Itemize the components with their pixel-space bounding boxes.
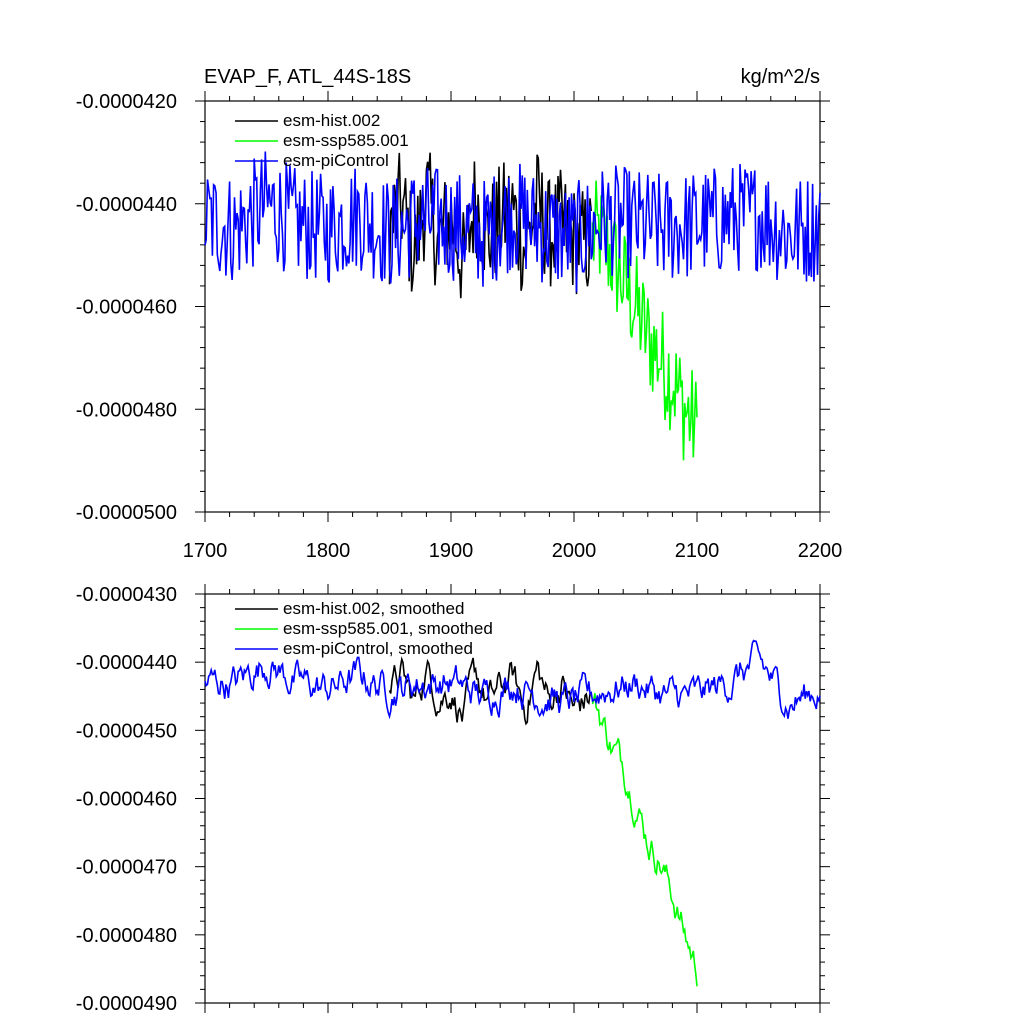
y-tick-label: -0.0000480 bbox=[76, 399, 177, 421]
legend-label: esm-hist.002, smoothed bbox=[283, 599, 464, 618]
y-tick-label: -0.0000420 bbox=[76, 91, 177, 113]
x-tick-label: 1900 bbox=[429, 540, 474, 562]
y-tick-label: -0.0000460 bbox=[76, 297, 177, 319]
x-tick-label: 2000 bbox=[552, 540, 597, 562]
legend-label: esm-piControl bbox=[283, 151, 389, 170]
x-tick-label: 2200 bbox=[798, 540, 843, 562]
series-line-esm-picontrol bbox=[204, 151, 821, 293]
y-tick-label: -0.0000490 bbox=[76, 993, 177, 1015]
legend-label: esm-hist.002 bbox=[283, 111, 380, 130]
x-tick-label: 1800 bbox=[306, 540, 351, 562]
legend-label: esm-piControl, smoothed bbox=[283, 639, 473, 658]
legend-label: esm-ssp585.001 bbox=[283, 131, 409, 150]
units-label: kg/m^2/s bbox=[741, 66, 820, 88]
y-tick-label: -0.0000470 bbox=[76, 857, 177, 879]
bottom-panel: -0.0000430 -0.0000440 -0.0000450 -0.0000460… bbox=[76, 584, 830, 1015]
y-tick-label: -0.0000480 bbox=[76, 925, 177, 947]
y-tick-label: -0.0000450 bbox=[76, 720, 177, 742]
y-tick-label: -0.0000440 bbox=[76, 652, 177, 674]
y-tick-label: -0.0000430 bbox=[76, 584, 177, 606]
chart-title: EVAP_F, ATL_44S-18S bbox=[204, 66, 411, 88]
series-line-esm-ssp585-001-smoothed bbox=[591, 693, 698, 987]
y-tick-label: -0.0000460 bbox=[76, 789, 177, 811]
legend-label: esm-ssp585.001, smoothed bbox=[283, 619, 493, 638]
series-line-esm-ssp585-001 bbox=[591, 180, 698, 461]
x-tick-label: 1700 bbox=[183, 540, 228, 562]
y-tick-label: -0.0000440 bbox=[76, 194, 177, 216]
series-line-esm-picontrol-smoothed bbox=[204, 639, 821, 720]
x-tick-label: 2100 bbox=[675, 540, 720, 562]
y-tick-label: -0.0000500 bbox=[76, 502, 177, 524]
top-panel: EVAP_F, ATL_44S-18S kg/m^2/s 1700 1800 190… bbox=[76, 66, 842, 562]
